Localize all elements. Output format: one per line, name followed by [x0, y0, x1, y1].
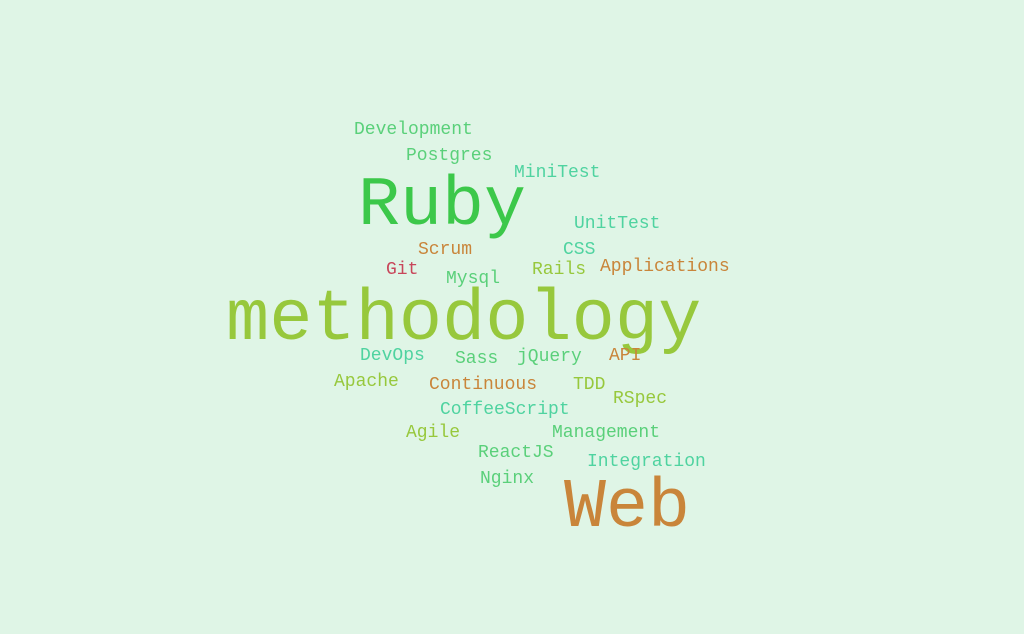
- word-scrum: Scrum: [418, 240, 473, 260]
- word-continuous: Continuous: [429, 375, 538, 395]
- word-tdd: TDD: [573, 375, 606, 395]
- word-mysql: Mysql: [446, 269, 501, 289]
- word-unittest: UnitTest: [574, 214, 661, 234]
- word-minitest: MiniTest: [514, 163, 601, 183]
- word-coffeescript: CoffeeScript: [440, 400, 570, 420]
- word-rails: Rails: [532, 260, 587, 280]
- word-reactjs: ReactJS: [478, 443, 554, 463]
- word-web: Web: [564, 469, 691, 548]
- word-apache: Apache: [334, 372, 399, 392]
- word-integration: Integration: [587, 452, 706, 472]
- word-jquery: jQuery: [517, 347, 582, 367]
- word-methodology: methodology: [226, 279, 702, 361]
- word-rspec: RSpec: [613, 389, 668, 409]
- word-postgres: Postgres: [406, 146, 493, 166]
- word-ruby: Ruby: [358, 167, 527, 246]
- word-agile: Agile: [406, 423, 461, 443]
- word-css: CSS: [563, 240, 596, 260]
- word-nginx: Nginx: [480, 469, 535, 489]
- word-git: Git: [386, 260, 419, 280]
- word-api: API: [609, 346, 642, 366]
- word-devops: DevOps: [360, 346, 425, 366]
- word-applications: Applications: [600, 257, 730, 277]
- word-sass: Sass: [455, 349, 499, 369]
- word-development: Development: [354, 120, 473, 140]
- word-management: Management: [552, 423, 661, 443]
